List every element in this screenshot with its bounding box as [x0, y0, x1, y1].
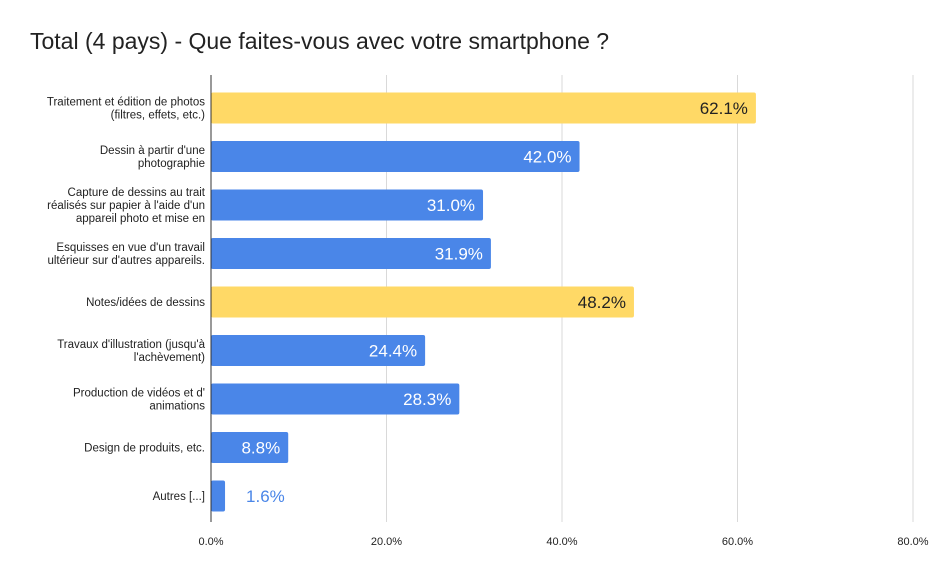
- bar-value-label: 42.0%: [523, 148, 571, 167]
- bar-value-label: 48.2%: [578, 293, 626, 312]
- category-labels: Traitement et édition de photos (filtres,…: [47, 97, 206, 504]
- bar-value-label: 8.8%: [241, 439, 280, 458]
- chart-title: Total (4 pays) - Que faites-vous avec vo…: [30, 28, 610, 54]
- x-axis-ticks: 0.0% 20.0% 40.0% 60.0% 80.0%: [198, 75, 929, 548]
- category-label: Production de vidéos et d' animations: [73, 388, 205, 413]
- bar-value-label: 31.9%: [435, 245, 483, 264]
- bar: [211, 432, 289, 463]
- bar: [211, 141, 580, 172]
- bar: [211, 238, 491, 269]
- x-tick-label: 60.0%: [722, 536, 753, 548]
- bar: [211, 92, 756, 124]
- category-label: Travaux d'illustration (jusqu'à l'achèvem…: [57, 339, 205, 364]
- bar-value-label: 62.1%: [700, 99, 748, 118]
- bar: [211, 335, 426, 366]
- category-label: Autres [...]: [153, 491, 205, 503]
- bar: [211, 383, 460, 415]
- value-labels: 62.1% 42.0% 31.0% 31.9% 48.2% 24.4% 28.3% 8.8% 1…: [241, 99, 747, 506]
- bar-value-label: 24.4%: [369, 342, 417, 361]
- category-label: Notes/idées de dessins: [86, 297, 205, 309]
- bar: [211, 286, 634, 318]
- x-tick-label: 40.0%: [546, 536, 577, 548]
- x-tick-label: 80.0%: [897, 536, 928, 548]
- bars: [211, 92, 756, 512]
- category-label: Dessin à partir d'une photographie: [100, 145, 205, 170]
- x-tick-label: 20.0%: [371, 536, 402, 548]
- bar-value-label: 28.3%: [403, 390, 451, 409]
- x-tick-label: 0.0%: [198, 536, 223, 548]
- bar-value-label: 1.6%: [246, 487, 285, 506]
- category-label: Capture de dessins au trait réalisés sur …: [47, 187, 206, 225]
- bar: [211, 480, 226, 512]
- category-label: Design de produits, etc.: [84, 443, 205, 455]
- category-label: Traitement et édition de photos (filtres,…: [47, 97, 205, 122]
- category-label: Esquisses en vue d'un travail ultérieur s…: [47, 242, 205, 267]
- bar: [211, 189, 484, 221]
- bar-value-label: 31.0%: [427, 196, 475, 215]
